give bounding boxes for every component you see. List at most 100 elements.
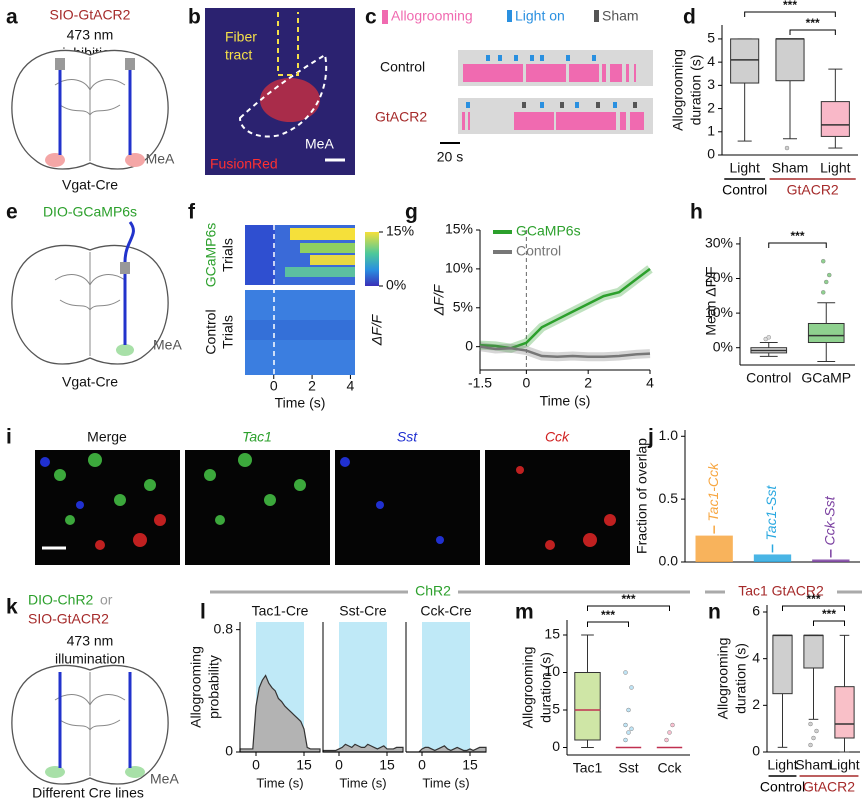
x-tick-label: Light bbox=[767, 757, 797, 773]
construct: SIO-GtACR2 bbox=[50, 7, 131, 23]
x-tick-label: 4 bbox=[646, 375, 654, 391]
y-axis-label: duration (s) bbox=[538, 652, 554, 723]
sig-bracket bbox=[813, 620, 845, 626]
subplot-title: Sst-Cre bbox=[339, 603, 387, 619]
y-tick-label: 0 bbox=[225, 743, 233, 759]
outlier bbox=[629, 685, 634, 690]
image-title: Sst bbox=[397, 429, 418, 445]
image-title: Tac1 bbox=[242, 429, 272, 445]
legend-label: Light on bbox=[515, 8, 565, 24]
region: MeA bbox=[146, 151, 175, 167]
panel-label: c bbox=[365, 6, 377, 29]
category-label: Tac1-Sst bbox=[763, 485, 779, 541]
row-label: Control bbox=[380, 59, 425, 75]
x-tick-label: -1.5 bbox=[468, 375, 492, 391]
box bbox=[574, 672, 601, 741]
box bbox=[807, 322, 845, 344]
sig-bracket bbox=[744, 11, 836, 17]
x-tick-label: Sham bbox=[795, 757, 832, 773]
panel-label: e bbox=[6, 201, 18, 224]
sig-label: *** bbox=[601, 608, 615, 622]
ferrule bbox=[125, 58, 135, 70]
meA bbox=[116, 344, 134, 356]
panel-label: g bbox=[405, 201, 418, 224]
x-axis-label: Time (s) bbox=[256, 775, 303, 790]
row-label: GtACR2 bbox=[375, 109, 427, 125]
light-events bbox=[466, 55, 617, 108]
panel-label: d bbox=[683, 6, 696, 29]
box bbox=[772, 634, 793, 695]
panel-label: l bbox=[200, 601, 206, 624]
x-tick-label: Light bbox=[820, 160, 850, 176]
panel-label: i bbox=[6, 426, 12, 449]
subplot-title: Tac1-Cre bbox=[252, 603, 309, 619]
sig-bracket bbox=[587, 605, 670, 611]
region: MeA bbox=[153, 337, 182, 353]
sig-label: *** bbox=[790, 229, 804, 243]
y-tick-label: 4 bbox=[752, 649, 760, 665]
x-tick-label: 4 bbox=[347, 378, 355, 394]
series-band bbox=[479, 265, 653, 353]
category-label: Cck-Sst bbox=[822, 495, 838, 545]
panel-label: j bbox=[647, 426, 654, 449]
construct: SIO-GtACR2 bbox=[28, 611, 109, 627]
header-gap bbox=[725, 582, 837, 602]
x-tick-label: Sham bbox=[772, 160, 809, 176]
outlier bbox=[670, 722, 675, 728]
sig-bracket bbox=[789, 29, 836, 35]
outlier bbox=[824, 279, 829, 285]
y-tick-label: 4 bbox=[707, 53, 715, 69]
y-tick-label: 0.5 bbox=[659, 490, 679, 506]
legend-swatch bbox=[507, 10, 512, 22]
x-tick-label: 2 bbox=[584, 375, 592, 391]
box bbox=[775, 38, 805, 82]
mouse-line: Different Cre lines bbox=[32, 785, 144, 801]
tract-outline bbox=[277, 12, 299, 76]
x-tick-label: Control bbox=[746, 370, 791, 386]
tract-label: Fiber bbox=[225, 29, 257, 45]
area bbox=[406, 745, 487, 753]
x-axis-label: Time (s) bbox=[339, 775, 386, 790]
x-tick-label: 15 bbox=[296, 757, 312, 773]
raster bbox=[462, 64, 644, 130]
group-label: GtACR2 bbox=[803, 779, 855, 795]
x-tick-label: Cck bbox=[657, 760, 682, 776]
mode: illumination bbox=[55, 651, 125, 667]
sig-label: *** bbox=[806, 592, 820, 606]
category-label: Tac1-Cck bbox=[705, 462, 721, 522]
meA-left bbox=[45, 153, 65, 167]
meA bbox=[125, 766, 145, 778]
colorbar bbox=[365, 232, 379, 286]
construct-or: or bbox=[100, 592, 113, 608]
light-window bbox=[422, 622, 470, 752]
bar bbox=[753, 554, 792, 562]
light: 473 nm bbox=[67, 633, 114, 649]
micrographs bbox=[35, 450, 630, 565]
y-axis-label: Allogrooming bbox=[188, 646, 204, 728]
panel-label: b bbox=[188, 6, 201, 29]
outlier bbox=[808, 721, 813, 727]
x-tick-label: GCaMP bbox=[801, 370, 851, 386]
outlier bbox=[626, 730, 631, 735]
y-tick-label: 30% bbox=[705, 235, 733, 251]
mea-outline bbox=[238, 53, 328, 138]
x-tick-label: Sst bbox=[618, 760, 638, 776]
legend-label: Control bbox=[516, 243, 561, 259]
tract-label: tract bbox=[225, 47, 252, 63]
y-axis-label: duration (s) bbox=[688, 55, 704, 126]
panel-label: k bbox=[6, 596, 18, 619]
x-tick-label: Light bbox=[729, 160, 759, 176]
y-tick-label: 15 bbox=[544, 626, 560, 642]
ferrule bbox=[55, 58, 65, 70]
x-tick-label: 0 bbox=[335, 757, 343, 773]
x-tick-label: Light bbox=[829, 757, 859, 773]
heatmap bbox=[245, 225, 355, 375]
brain bbox=[11, 244, 169, 365]
sig-bracket bbox=[782, 605, 845, 611]
sig-bracket bbox=[768, 242, 827, 248]
legend-label: GCaMP6s bbox=[516, 223, 581, 239]
y-axis-label: Mean ΔF/F bbox=[703, 266, 719, 335]
image-title: Cck bbox=[545, 429, 570, 445]
group-label: GtACR2 bbox=[787, 182, 839, 198]
series-line bbox=[479, 267, 651, 350]
